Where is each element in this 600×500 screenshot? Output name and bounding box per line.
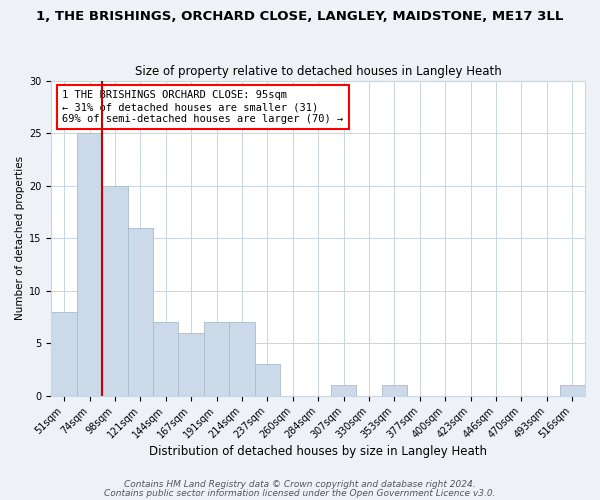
Text: Contains HM Land Registry data © Crown copyright and database right 2024.: Contains HM Land Registry data © Crown c… (124, 480, 476, 489)
Bar (52, 312, 77, 396)
Bar (254, 364, 280, 396)
Text: 1, THE BRISHINGS, ORCHARD CLOSE, LANGLEY, MAIDSTONE, ME17 3LL: 1, THE BRISHINGS, ORCHARD CLOSE, LANGLEY… (37, 10, 563, 23)
Bar (560, 385, 585, 396)
Text: 1 THE BRISHINGS ORCHARD CLOSE: 95sqm
← 31% of detached houses are smaller (31)
6: 1 THE BRISHINGS ORCHARD CLOSE: 95sqm ← 3… (62, 90, 343, 124)
Bar (102, 186, 128, 396)
Bar (331, 385, 356, 396)
Bar (382, 385, 407, 396)
Bar (128, 228, 153, 396)
X-axis label: Distribution of detached houses by size in Langley Heath: Distribution of detached houses by size … (149, 444, 487, 458)
Bar (229, 322, 254, 396)
Bar (153, 322, 178, 396)
Bar (77, 134, 102, 396)
Bar (178, 333, 204, 396)
Text: Contains public sector information licensed under the Open Government Licence v3: Contains public sector information licen… (104, 489, 496, 498)
Bar (204, 322, 229, 396)
Y-axis label: Number of detached properties: Number of detached properties (15, 156, 25, 320)
Title: Size of property relative to detached houses in Langley Heath: Size of property relative to detached ho… (135, 66, 502, 78)
